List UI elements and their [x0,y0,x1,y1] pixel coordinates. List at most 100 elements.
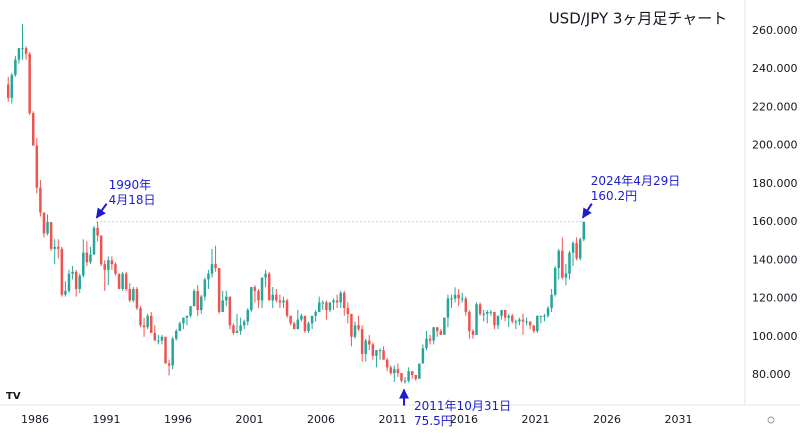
candle-body [285,300,289,316]
x-tick-label: 2021 [522,413,550,426]
candle-body [292,323,296,330]
settings-icon[interactable] [767,416,775,424]
candle-body [582,221,586,240]
candle-body [110,260,114,265]
candle-body [489,311,493,313]
candle-body [382,350,385,360]
candle-body [271,294,275,301]
candle-body [335,300,339,303]
candle-body [346,308,350,314]
candle-body [435,327,439,332]
annotation-text: 75.5円 [414,414,453,428]
candle-body [124,273,128,289]
candle-body [14,59,17,75]
candle-body [246,310,249,322]
candle-body [539,315,543,317]
candle-body [117,273,121,289]
candle-body [360,329,364,354]
annotation-text: 2024年4月29日 [591,174,680,188]
candle-body [471,331,475,335]
y-tick-label: 220.000 [752,100,798,113]
candle-body [507,315,510,318]
candle-body [310,315,314,324]
candle-body [46,222,49,234]
x-tick-label: 2026 [593,413,621,426]
candle-body [368,340,371,345]
candle-body [328,302,332,311]
x-tick-label: 2031 [665,413,693,426]
candle-body [568,252,571,274]
candle-body [500,310,503,316]
candle-body [153,332,157,341]
logo: TV [6,391,21,402]
candle-body [410,371,414,375]
candle-body [239,325,242,332]
y-tick-label: 80.000 [752,368,791,381]
candle-body [578,239,582,259]
x-tick-label: 1986 [21,413,49,426]
x-tick-label: 2001 [236,413,264,426]
candle-body [428,338,432,341]
candle-body [407,371,410,381]
candle-body [200,296,203,311]
candle-body [486,311,489,314]
candle-body [221,300,224,312]
candle-body [364,340,367,354]
y-tick-label: 120.000 [752,292,798,305]
candle-body [257,290,260,301]
annotation-text: 2011年10月31日 [414,399,511,413]
candle-body [457,294,460,299]
candle-body [160,336,164,341]
candle-body [421,348,425,364]
candle-body [139,308,142,326]
candle-body [35,145,39,188]
candle-body [396,369,400,374]
candle-body [235,331,239,333]
candle-body [185,315,189,318]
candle-body [464,298,468,312]
candle-body [343,292,346,309]
candle-body [521,319,525,322]
candle-body [39,187,42,213]
candle-body [10,74,14,98]
candle-body [432,327,435,341]
candle-body [142,325,146,328]
candle-body [296,319,300,330]
candle-body [114,264,117,274]
candle-body [42,212,46,234]
candle-body [78,275,81,289]
candle-body [207,273,210,280]
candle-body [228,296,232,326]
candle-body [99,235,103,265]
candle-body [300,315,303,320]
candle-body [74,271,78,289]
candle-body [385,359,389,368]
candle-body [278,300,282,303]
candle-body [353,325,357,337]
candle-body [493,311,496,326]
candle-body [21,48,24,50]
candle-body [164,336,167,364]
candle-body [275,294,278,301]
candle-body [482,313,485,315]
candle-body [460,298,464,300]
candle-body [550,294,553,309]
candle-body [514,321,518,323]
candle-body [192,290,196,307]
candle-body [307,323,310,332]
candle-body [453,294,457,299]
x-tick-label: 2016 [450,413,478,426]
candle-body [418,363,421,379]
x-tick-label: 2006 [307,413,335,426]
candle-body [210,264,214,274]
candle-body [49,222,53,249]
annotation-text: 160.2円 [591,189,637,203]
candle-body [350,313,353,337]
candle-body [103,264,106,270]
candle-body [146,315,149,328]
candle-body [575,243,578,259]
candle-body [553,267,557,295]
candle-body [525,321,528,323]
candle-body [128,288,132,301]
